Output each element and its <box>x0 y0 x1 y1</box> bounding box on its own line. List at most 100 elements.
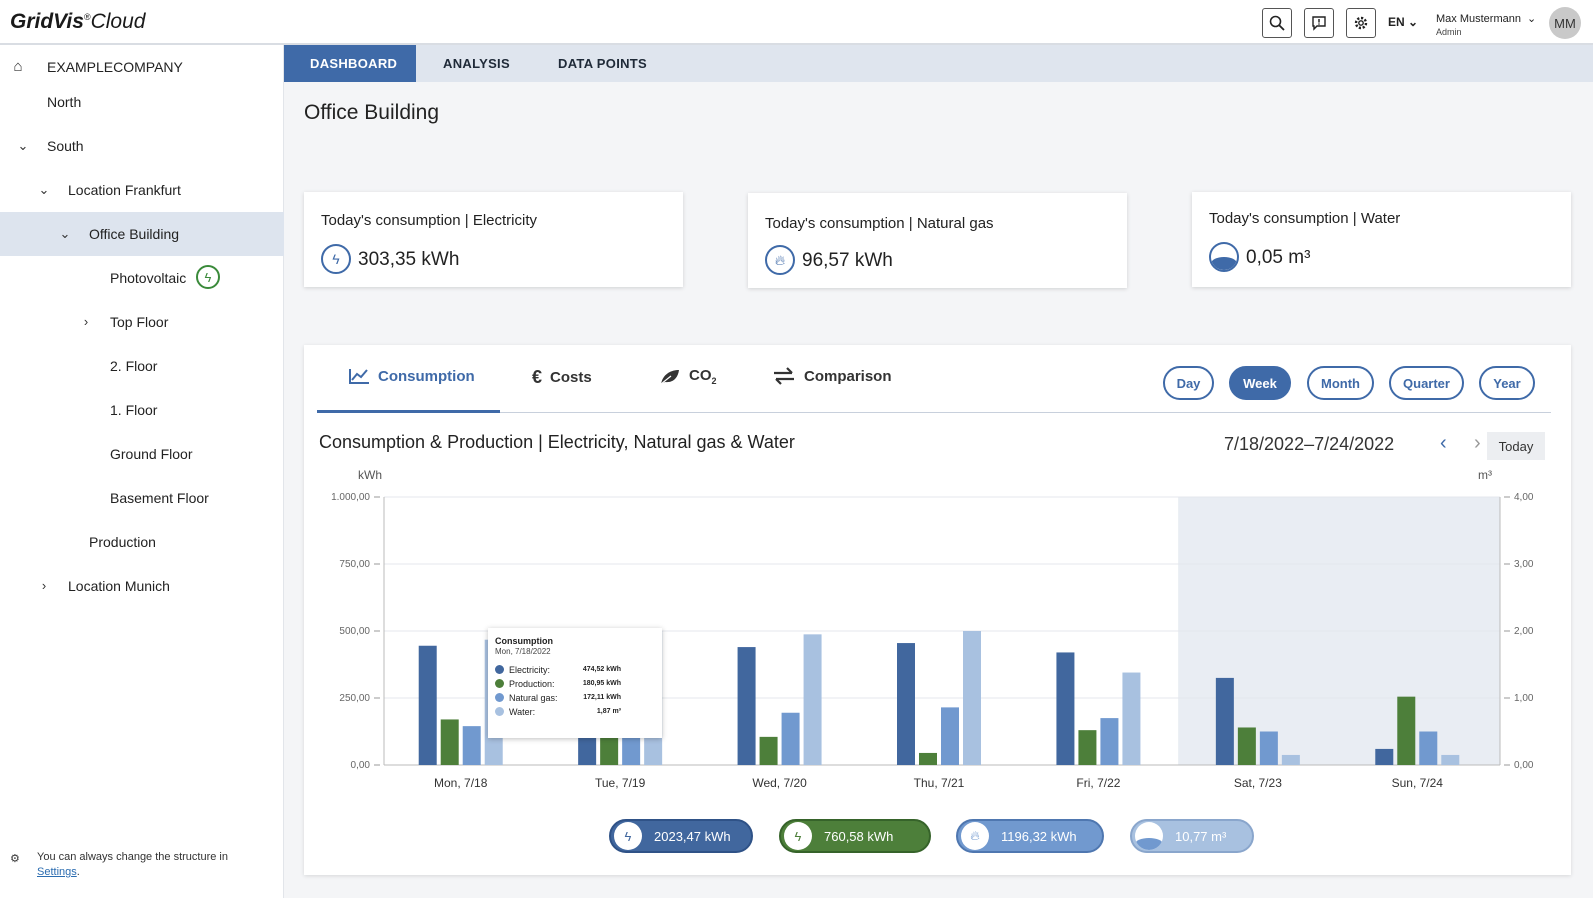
sidebar-item-ground-floor[interactable]: Ground Floor <box>0 432 284 475</box>
total-production-badge[interactable]: ϟ 760,58 kWh <box>779 819 931 853</box>
sidebar-item-top-floor[interactable]: › Top Floor <box>0 300 284 343</box>
y-tick-label: 0,00 <box>351 760 371 771</box>
sidebar-item-north[interactable]: North <box>0 80 284 123</box>
chevron-left-icon[interactable]: ‹ <box>1440 432 1447 454</box>
bar-production <box>1078 730 1097 765</box>
bar-water <box>1122 672 1141 765</box>
line-chart-icon <box>349 369 369 384</box>
total-value: 2023,47 kWh <box>654 828 731 844</box>
flame-icon: 🔥︎ <box>765 245 795 275</box>
tab-label: Costs <box>550 369 592 386</box>
sidebar-item-office-building[interactable]: ⌄ Office Building <box>0 212 284 256</box>
x-tick-label: Fri, 7/22 <box>1076 776 1120 790</box>
settings-link[interactable]: Settings <box>37 866 77 878</box>
lightning-icon: ϟ <box>784 822 812 850</box>
active-tab-indicator <box>317 410 500 413</box>
period-year-button[interactable]: Year <box>1479 366 1535 400</box>
chart-title: Consumption & Production | Electricity, … <box>319 432 795 452</box>
chevron-down-icon[interactable]: ⌄ <box>59 226 71 241</box>
chevron-down-icon[interactable]: ⌄ <box>1527 13 1537 25</box>
user-name[interactable]: Max Mustermann <box>1436 13 1521 25</box>
top-bar: GridVis®Cloud EN ⌄ Max Mustermann ⌄ Admi… <box>0 0 1593 45</box>
app-logo[interactable]: GridVis®Cloud <box>10 10 146 33</box>
sidebar-item-production[interactable]: Production <box>0 520 284 563</box>
chevron-down-icon: ⌄ <box>1408 15 1419 29</box>
sidebar-item-label: Office Building <box>89 226 180 242</box>
avatar[interactable]: MM <box>1549 7 1581 39</box>
chevron-down-icon[interactable]: ⌄ <box>17 137 29 153</box>
chevron-right-icon[interactable]: › <box>1474 432 1481 454</box>
tab-dashboard[interactable]: DASHBOARD <box>284 45 416 82</box>
today-button[interactable]: Today <box>1487 432 1545 460</box>
sidebar-item-location-munich[interactable]: › Location Munich <box>0 564 284 607</box>
total-electricity-badge[interactable]: ϟ 2023,47 kWh <box>609 819 753 853</box>
y2-tick-label: 2,00 <box>1514 626 1534 637</box>
tab-divider <box>317 412 1551 413</box>
chevron-right-icon[interactable]: › <box>41 578 47 593</box>
feedback-icon <box>1312 16 1326 31</box>
tab-consumption[interactable]: Consumption <box>348 367 475 385</box>
water-icon <box>1209 242 1239 272</box>
total-value: 760,58 kWh <box>824 828 894 844</box>
bar-natural-gas <box>941 707 959 765</box>
bar-production <box>1237 727 1256 765</box>
user-role: Admin <box>1436 27 1462 37</box>
bar-natural-gas <box>781 712 800 765</box>
kpi-value: 96,57 kWh <box>802 250 893 271</box>
sidebar-item-basement-floor[interactable]: Basement Floor <box>0 476 284 519</box>
total-water-badge[interactable]: 10,77 m³ <box>1130 819 1254 853</box>
y2-tick-label: 3,00 <box>1514 559 1534 570</box>
search-icon <box>1269 15 1285 31</box>
y2-axis-label: m³ <box>1478 468 1492 482</box>
sidebar-item-company[interactable]: ⌂ EXAMPLECOMPANY <box>0 45 284 88</box>
consumption-chart: 0,00 250,00 500,00 750,00 1.000,00 0,00 1,00 2,… <box>331 468 1534 790</box>
x-tick-label: Mon, 7/18 <box>434 776 488 790</box>
swap-icon <box>774 367 794 385</box>
tab-co2[interactable]: CO2 <box>659 367 717 386</box>
period-day-button[interactable]: Day <box>1163 366 1214 400</box>
tooltip-row-production: Production: 180,95 kWh <box>495 679 621 689</box>
bar-electricity <box>737 647 756 765</box>
tab-analysis[interactable]: ANALYSIS <box>443 56 510 71</box>
sidebar-item-label: Location Frankfurt <box>68 181 181 198</box>
x-tick-label: Sat, 7/23 <box>1234 776 1282 790</box>
euro-icon: € <box>532 367 543 387</box>
settings-button[interactable] <box>1346 8 1376 38</box>
sidebar-item-1-floor[interactable]: 1. Floor <box>0 388 284 431</box>
total-natural-gas-badge[interactable]: 🔥︎ 1196,32 kWh <box>956 819 1104 853</box>
sidebar-item-2-floor[interactable]: 2. Floor <box>0 344 284 387</box>
chevron-down-icon[interactable]: ⌄ <box>38 181 50 197</box>
sidebar-item-label: South <box>47 137 84 154</box>
bar-production <box>440 719 459 765</box>
period-month-button[interactable]: Month <box>1307 366 1374 400</box>
y2-tick-label: 4,00 <box>1514 492 1534 503</box>
tooltip-title: Consumption <box>495 636 553 646</box>
sidebar-item-location-frankfurt[interactable]: ⌄ Location Frankfurt <box>0 168 284 211</box>
period-week-button[interactable]: Week <box>1229 366 1291 400</box>
sidebar-item-photovoltaic[interactable]: Photovoltaic ϟ <box>0 256 284 299</box>
feedback-button[interactable] <box>1304 8 1334 38</box>
bar-production <box>759 736 778 765</box>
sidebar-item-south[interactable]: ⌄ South <box>0 124 284 167</box>
bar-electricity <box>1215 677 1234 765</box>
tab-label-sub: 2 <box>711 376 717 386</box>
tab-costs[interactable]: € Costs <box>532 367 592 388</box>
footer-text: You can always change the structure in <box>37 851 228 863</box>
bar-water <box>803 634 822 765</box>
total-value: 1196,32 kWh <box>1001 828 1077 844</box>
tab-data-points[interactable]: DATA POINTS <box>558 56 647 71</box>
footer-end: . <box>76 866 80 878</box>
bar-electricity <box>418 645 437 765</box>
sidebar-item-label: Location Munich <box>68 577 170 594</box>
language-selector[interactable]: EN ⌄ <box>1388 15 1419 29</box>
period-quarter-button[interactable]: Quarter <box>1389 366 1464 400</box>
chevron-right-icon[interactable]: › <box>83 314 89 329</box>
tab-comparison[interactable]: Comparison <box>772 367 892 385</box>
y-tick-label: 750,00 <box>339 559 370 570</box>
lightning-icon: ϟ <box>321 244 351 274</box>
home-icon: ⌂ <box>13 58 23 75</box>
search-button[interactable] <box>1262 8 1292 38</box>
bar-natural-gas <box>1100 718 1119 765</box>
settings-icon <box>1354 16 1368 30</box>
sidebar-item-label: Basement Floor <box>110 489 209 506</box>
